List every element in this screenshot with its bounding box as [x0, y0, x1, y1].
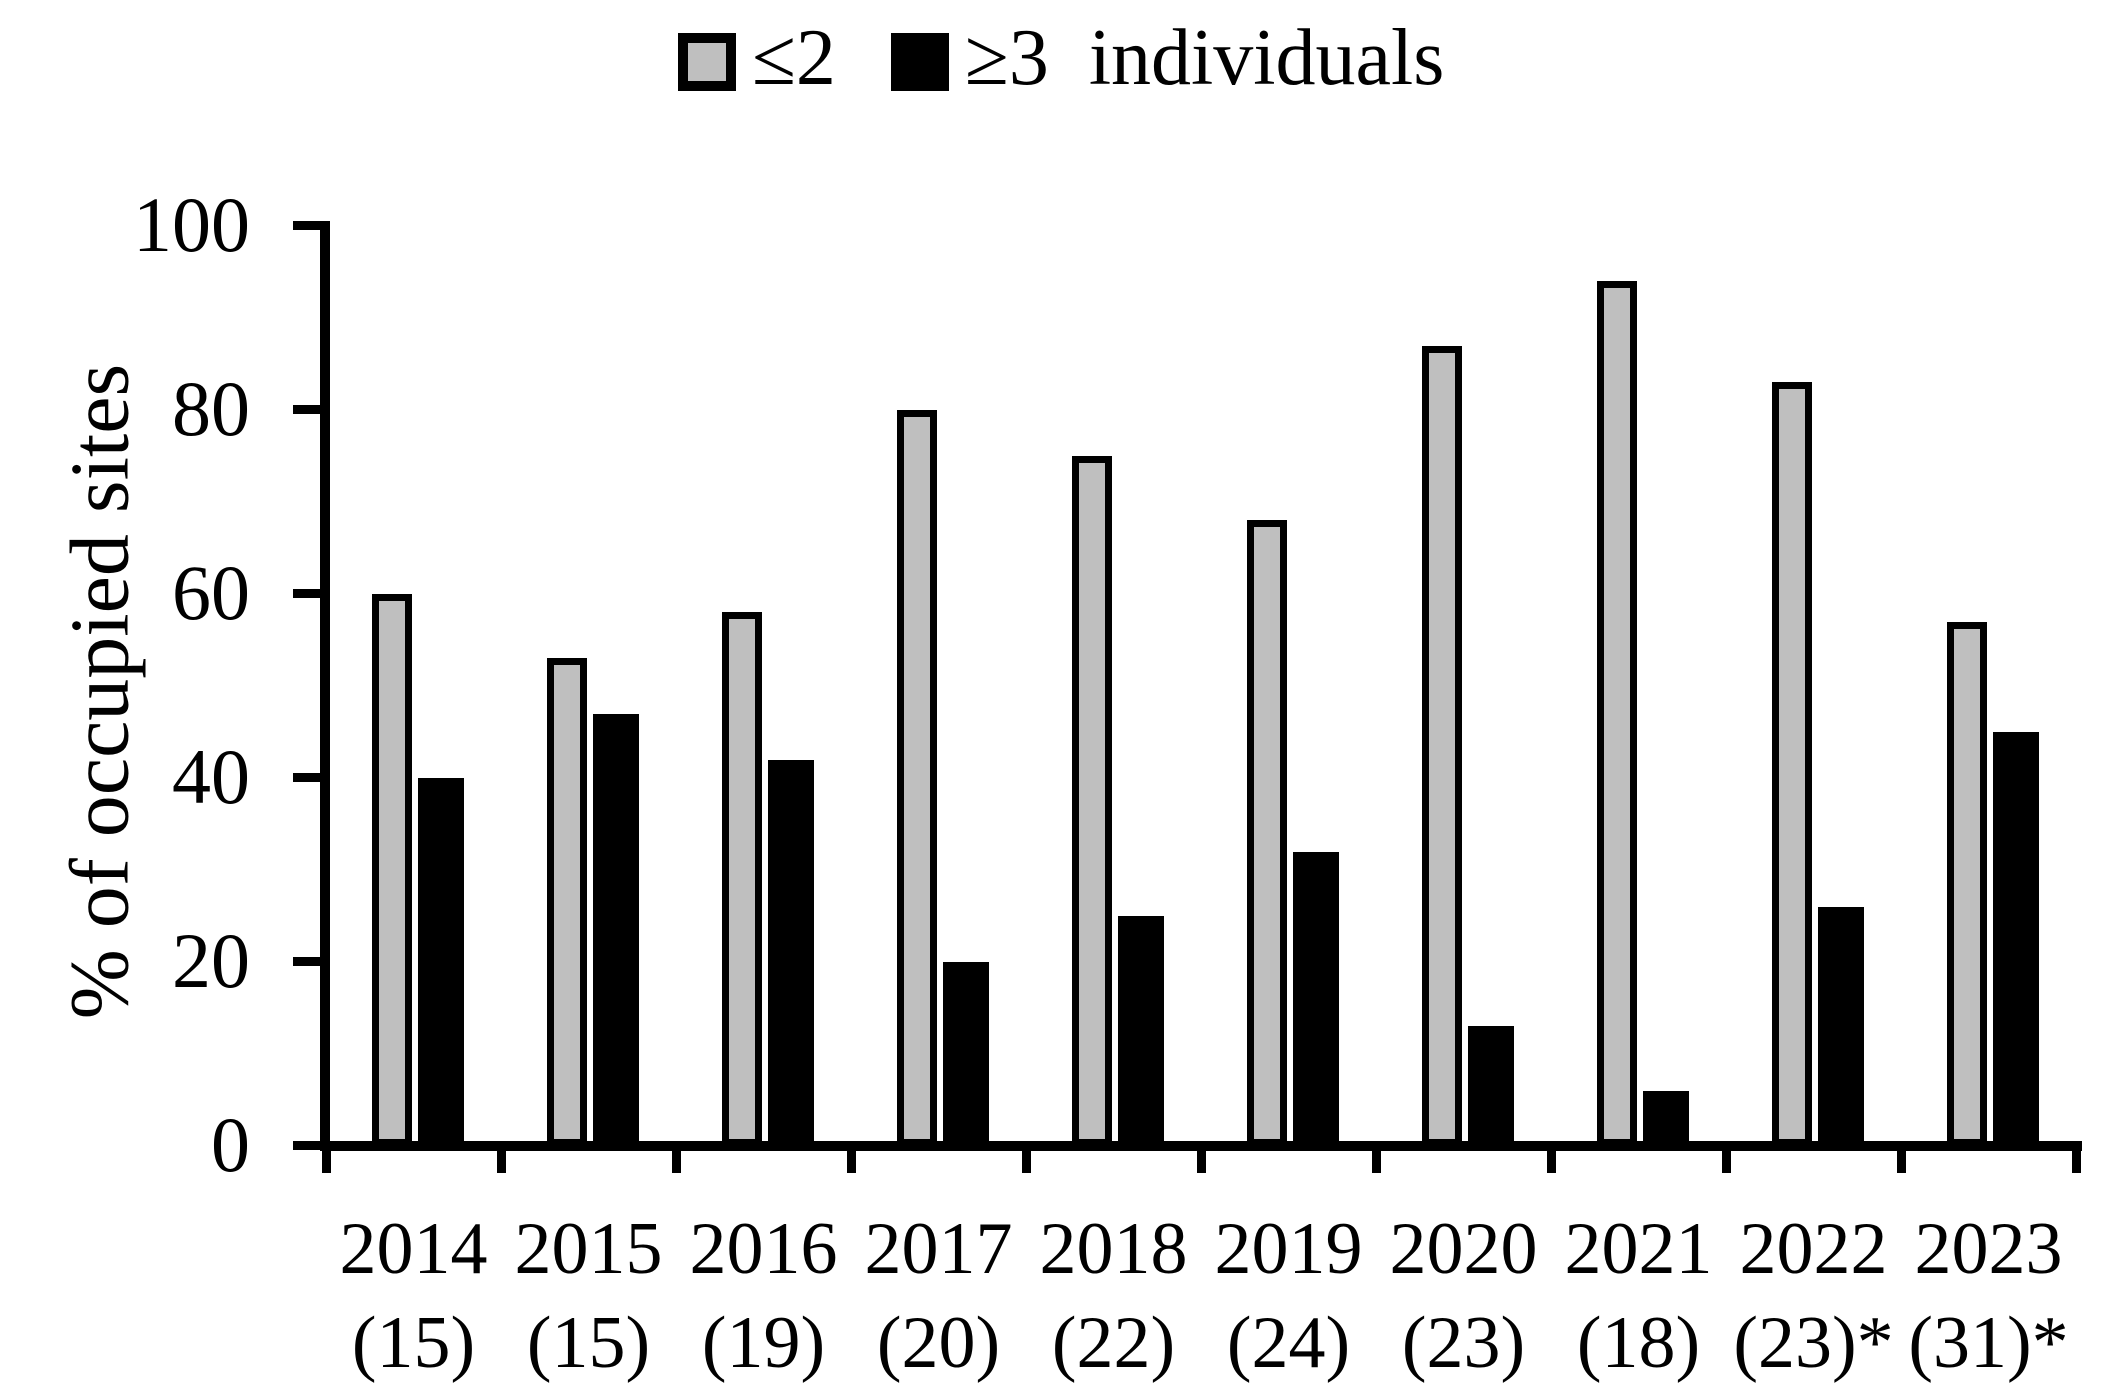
bar-le2: [897, 410, 937, 1146]
x-label-count: (19): [701, 1302, 826, 1384]
y-tick-label: 60: [172, 549, 250, 636]
y-tick-label: 20: [172, 917, 250, 1004]
y-tick-label: 80: [172, 365, 250, 452]
y-tick-mark: [293, 589, 320, 598]
x-label-year: 2015: [514, 1208, 663, 1290]
x-tick-mark: [322, 1141, 331, 1173]
x-label-count: (20): [876, 1302, 1001, 1384]
bar-le2: [547, 658, 587, 1146]
y-tick-mark: [293, 1141, 320, 1150]
bar-le2: [1947, 622, 1987, 1146]
y-tick-mark: [293, 957, 320, 966]
legend-item: ≥3 individuals: [890, 18, 1444, 102]
y-tick-label: 100: [133, 181, 250, 268]
x-tick-mark: [2072, 1141, 2081, 1173]
bar-ge3: [1818, 907, 1864, 1146]
bar-le2: [722, 612, 762, 1146]
x-label-count: (15): [526, 1302, 651, 1384]
y-tick-label: 0: [211, 1101, 250, 1188]
legend-swatch-icon: [890, 33, 949, 91]
x-label-count: (22): [1051, 1302, 1176, 1384]
bar-ge3: [1993, 732, 2039, 1146]
bar-ge3: [418, 778, 464, 1146]
x-tick-mark: [1897, 1141, 1906, 1173]
bar-le2: [1072, 456, 1112, 1146]
x-tick-mark: [1022, 1141, 1031, 1173]
x-tick-mark: [497, 1141, 506, 1173]
x-label-year: 2017: [864, 1208, 1013, 1290]
x-label-count: (23): [1401, 1302, 1526, 1384]
x-tick-mark: [1372, 1141, 1381, 1173]
x-label-count: (24): [1226, 1302, 1351, 1384]
x-label-year: 2020: [1389, 1208, 1538, 1290]
x-tick-mark: [1547, 1141, 1556, 1173]
bar-le2: [1597, 281, 1637, 1146]
x-label-count: (15): [351, 1302, 476, 1384]
x-label-count: (23)*: [1733, 1302, 1894, 1384]
y-tick-label: 40: [172, 733, 250, 820]
bar-ge3: [1468, 1026, 1514, 1146]
legend-label: ≥3 individuals: [964, 14, 1445, 102]
legend-label: ≤2: [752, 14, 836, 102]
x-tick-mark: [1197, 1141, 1206, 1173]
x-tick-mark: [1722, 1141, 1731, 1173]
bar-ge3: [1293, 852, 1339, 1146]
bar-ge3: [1643, 1091, 1689, 1146]
bar-ge3: [1118, 916, 1164, 1146]
y-tick-mark: [293, 405, 320, 414]
y-tick-mark: [293, 221, 320, 230]
bar-le2: [372, 594, 412, 1146]
x-tick-mark: [847, 1141, 856, 1173]
x-label-year: 2018: [1039, 1208, 1188, 1290]
x-label-count: (18): [1576, 1302, 1701, 1384]
bar-le2: [1247, 520, 1287, 1146]
x-label-year: 2016: [689, 1208, 838, 1290]
x-label-year: 2019: [1214, 1208, 1363, 1290]
x-label-year: 2022: [1739, 1208, 1888, 1290]
y-tick-mark: [293, 773, 320, 782]
bar-ge3: [943, 962, 989, 1146]
legend-swatch-icon: [678, 33, 736, 91]
x-label-count: (31)*: [1908, 1302, 2069, 1384]
y-axis-line: [320, 221, 330, 1151]
bar-ge3: [768, 760, 814, 1146]
legend-item: ≤2: [678, 18, 836, 102]
bar-le2: [1772, 382, 1812, 1146]
bar-ge3: [593, 714, 639, 1146]
legend: ≤2 ≥3 individuals: [678, 18, 1444, 102]
x-tick-mark: [672, 1141, 681, 1173]
x-label-year: 2023: [1914, 1208, 2063, 1290]
x-label-year: 2014: [339, 1208, 488, 1290]
x-label-year: 2021: [1564, 1208, 1713, 1290]
bar-le2: [1422, 346, 1462, 1146]
